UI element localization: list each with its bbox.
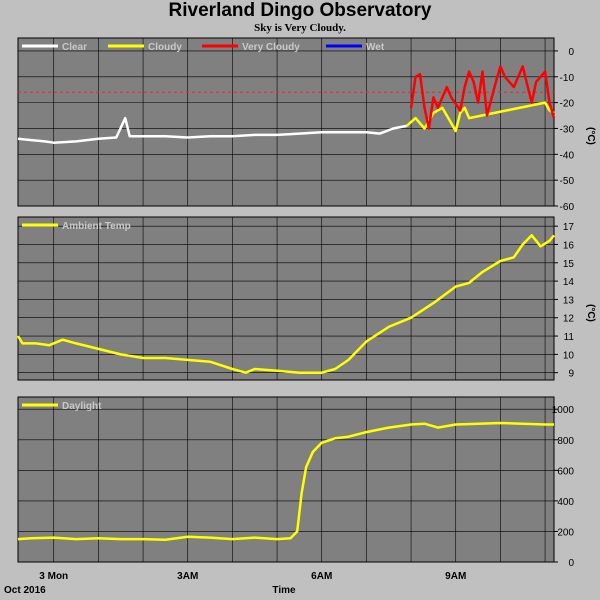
sky-grid xyxy=(18,38,554,207)
sky-line-very-cloudy xyxy=(409,65,556,130)
x-tick-label: 6AM xyxy=(311,571,332,582)
y-tick-label: -50 xyxy=(560,176,575,187)
daylight-grid xyxy=(18,397,554,563)
daylight-panel: Daylight 0 200 400 600 800 1000 xyxy=(17,396,575,569)
chart-title: Riverland Dingo Observatory xyxy=(168,0,432,21)
y-tick-label: 600 xyxy=(557,466,574,477)
footer-date: Oct 2016 xyxy=(4,585,46,596)
y-tick-label: -30 xyxy=(560,124,575,135)
y-tick-label: 1000 xyxy=(552,405,575,416)
ambient-unit-label: (°C) xyxy=(585,304,596,322)
sky-legend: Clear Cloudy Very Cloudy Wet xyxy=(22,42,385,53)
daylight-line-daylight xyxy=(17,421,554,542)
ambient-grid xyxy=(18,217,554,380)
y-tick-label: 16 xyxy=(563,240,575,251)
y-tick-label: -10 xyxy=(560,73,575,84)
ambient-line-ambient-temp xyxy=(16,234,555,374)
ambient-panel: Ambient Temp 9 10 11 12 13 14 15 16 17 (°C) xyxy=(16,216,596,381)
daylight-series xyxy=(17,421,554,542)
y-tick-label: 17 xyxy=(563,222,575,233)
sky-panel: Clear Cloudy Very Cloudy Wet 0 -10 -20 -30 -… xyxy=(17,37,596,213)
y-tick-label: 12 xyxy=(563,314,575,325)
x-axis-ticks: 3 Mon 3AM 6AM 9AM xyxy=(39,571,466,582)
footer-axis-label: Time xyxy=(272,585,296,596)
x-tick-label: 3AM xyxy=(177,571,198,582)
chart-subtitle: Sky is Very Cloudy. xyxy=(254,22,346,34)
ambient-y-ticks: 9 10 11 12 13 14 15 16 17 xyxy=(554,222,574,380)
legend-label-daylight: Daylight xyxy=(62,401,102,412)
daylight-y-ticks: 0 200 400 600 800 1000 xyxy=(552,405,575,569)
y-tick-label: 15 xyxy=(563,259,575,270)
y-tick-label: 0 xyxy=(568,47,574,58)
sky-line-cloudy xyxy=(405,101,555,133)
legend-label-very-cloudy: Very Cloudy xyxy=(242,42,300,53)
y-tick-label: 400 xyxy=(557,497,574,508)
legend-label-cloudy: Cloudy xyxy=(148,42,182,53)
legend-label-clear: Clear xyxy=(62,42,87,53)
sky-line-clear xyxy=(17,116,407,144)
legend-label-ambient: Ambient Temp xyxy=(62,221,131,232)
y-tick-label: 0 xyxy=(568,558,574,569)
y-tick-label: 9 xyxy=(568,369,574,380)
sky-y-ticks: 0 -10 -20 -30 -40 -50 -60 xyxy=(554,47,574,213)
y-tick-label: 11 xyxy=(564,332,575,343)
legend-label-wet: Wet xyxy=(366,42,385,53)
x-tick-label: 9AM xyxy=(445,571,466,582)
y-tick-label: 200 xyxy=(557,527,574,538)
sky-unit-label: (°C) xyxy=(585,127,596,145)
ambient-plot-area xyxy=(17,216,555,381)
y-tick-label: 10 xyxy=(563,350,575,361)
sky-plot-area xyxy=(17,37,555,207)
x-tick-label: 3 Mon xyxy=(39,571,68,582)
y-tick-label: 800 xyxy=(557,436,574,447)
y-tick-label: 14 xyxy=(563,277,575,288)
y-tick-label: -20 xyxy=(560,99,575,110)
y-tick-label: -60 xyxy=(560,202,575,213)
ambient-series xyxy=(16,234,555,374)
sky-series xyxy=(17,65,556,144)
y-tick-label: 13 xyxy=(563,295,575,306)
y-tick-label: -40 xyxy=(560,150,575,161)
